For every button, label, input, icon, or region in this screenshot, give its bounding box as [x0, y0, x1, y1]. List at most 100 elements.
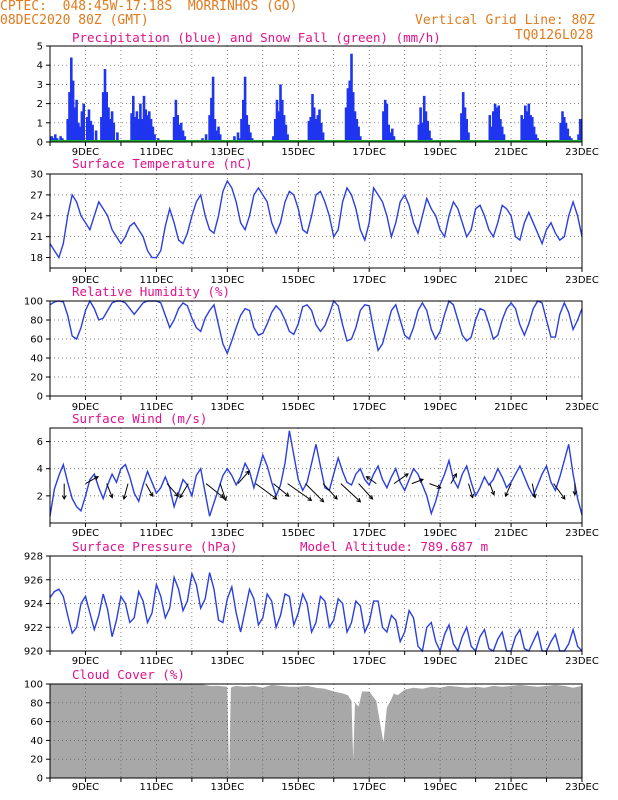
precip-bar [133, 117, 137, 142]
wind-arrow-head [108, 493, 114, 499]
wind-arrow-head [572, 491, 578, 496]
wind-arrow [123, 483, 129, 500]
y-tick-label: 100 [24, 680, 43, 691]
precip-bar [54, 134, 57, 142]
x-tick-label: 23DEC [565, 782, 599, 793]
x-tick-label: 21DEC [494, 782, 528, 793]
panel-3-title: Relative Humidity (%) [72, 284, 230, 299]
precip-bar [146, 115, 149, 142]
wind-arrow [358, 483, 373, 500]
precip-bar [312, 107, 316, 142]
precip-bar [135, 111, 139, 142]
wind-arrow [305, 483, 324, 503]
wind-arrow [219, 483, 227, 501]
precip-bar [277, 111, 281, 142]
precip-bar [243, 76, 247, 142]
precip-bar [174, 99, 178, 142]
precip-bar [314, 119, 318, 142]
x-tick-label: 19DEC [423, 782, 457, 793]
precip-bar [73, 107, 77, 142]
cloud-cover-area [50, 684, 582, 778]
x-tick-label: 21DEC [494, 402, 528, 413]
precip-bar [387, 124, 390, 142]
header-run-date: 08DEC2020 80Z (GMT) [0, 13, 149, 28]
x-tick-label: 11DEC [140, 528, 174, 539]
precip-bar [281, 99, 284, 142]
x-tick-label: 19DEC [423, 402, 457, 413]
y-tick-label: 0 [37, 392, 43, 403]
precip-bar [520, 115, 523, 142]
wind-arrow-head [469, 493, 474, 499]
precip-bar [103, 69, 107, 142]
x-tick-label: 21DEC [494, 147, 528, 158]
x-tick-label: 9DEC [72, 147, 99, 158]
wind-arrow-head [333, 495, 338, 500]
wind-arrow [179, 483, 189, 498]
precip-bar [105, 92, 108, 142]
x-tick-label: 17DEC [352, 782, 386, 793]
wind-arrow [393, 473, 409, 485]
wind-arrow [553, 483, 566, 500]
precip-bar [236, 132, 240, 142]
wind-arrow [287, 483, 312, 501]
precip-bar [116, 132, 119, 142]
precip-bar [460, 113, 463, 142]
precip-bar [383, 99, 387, 142]
precip-bar [492, 111, 495, 142]
precip-bar [499, 119, 502, 142]
precip-bar [110, 111, 114, 142]
precip-bar [490, 126, 493, 142]
x-tick-label: 9DEC [72, 402, 99, 413]
precip-bar [149, 119, 153, 142]
precip-bar [350, 53, 353, 143]
x-tick-label: 21DEC [494, 275, 528, 286]
x-tick-label: 19DEC [423, 656, 457, 667]
precip-bar [172, 117, 176, 142]
wind-arrow-head [219, 493, 225, 499]
y-tick-label: 3 [37, 80, 43, 91]
y-tick-label: 100 [24, 297, 43, 308]
x-tick-label: 15DEC [281, 147, 315, 158]
precip-bar [391, 128, 394, 142]
x-tick-label: 17DEC [352, 528, 386, 539]
precip-bar [495, 107, 499, 142]
precip-bar [112, 122, 116, 142]
x-tick-label: 23DEC [565, 656, 599, 667]
wind-arrow [145, 483, 154, 497]
x-tick-label: 23DEC [565, 275, 599, 286]
panel-5-title: Surface Pressure (hPa) [72, 539, 238, 554]
precip-bar [211, 76, 215, 142]
x-tick-label: 13DEC [210, 147, 244, 158]
y-tick-label: 926 [24, 575, 43, 586]
y-tick-label: 21 [30, 232, 43, 243]
x-tick-label: 9DEC [72, 782, 99, 793]
wind-arrow-head [404, 473, 409, 478]
precip-bar [502, 134, 506, 142]
precip-bar [307, 120, 311, 142]
precip-bar [493, 103, 497, 142]
precip-bar [247, 124, 250, 142]
precip-bar [218, 134, 222, 142]
precip-bar [91, 124, 94, 142]
precip-bar [561, 111, 564, 142]
precip-bar [500, 126, 504, 142]
precip-bar [82, 103, 85, 142]
precip-bar [577, 134, 580, 142]
precip-bar [559, 122, 562, 142]
precip-bar [346, 88, 350, 142]
x-tick-label: 23DEC [565, 147, 599, 158]
x-tick-label: 13DEC [210, 275, 244, 286]
precip-bar [488, 115, 492, 142]
precip-bar [321, 132, 325, 142]
precip-bar [140, 119, 144, 142]
wind-arrow [237, 470, 250, 484]
precip-bar [178, 124, 181, 142]
precip-bar [578, 119, 582, 142]
x-tick-label: 13DEC [210, 782, 244, 793]
precip-bar [213, 119, 217, 142]
wind-arrow [85, 476, 99, 485]
precip-bar [524, 105, 527, 142]
wind-arrow [450, 473, 457, 484]
x-tick-label: 17DEC [352, 402, 386, 413]
wind-arrow-head [222, 496, 227, 502]
